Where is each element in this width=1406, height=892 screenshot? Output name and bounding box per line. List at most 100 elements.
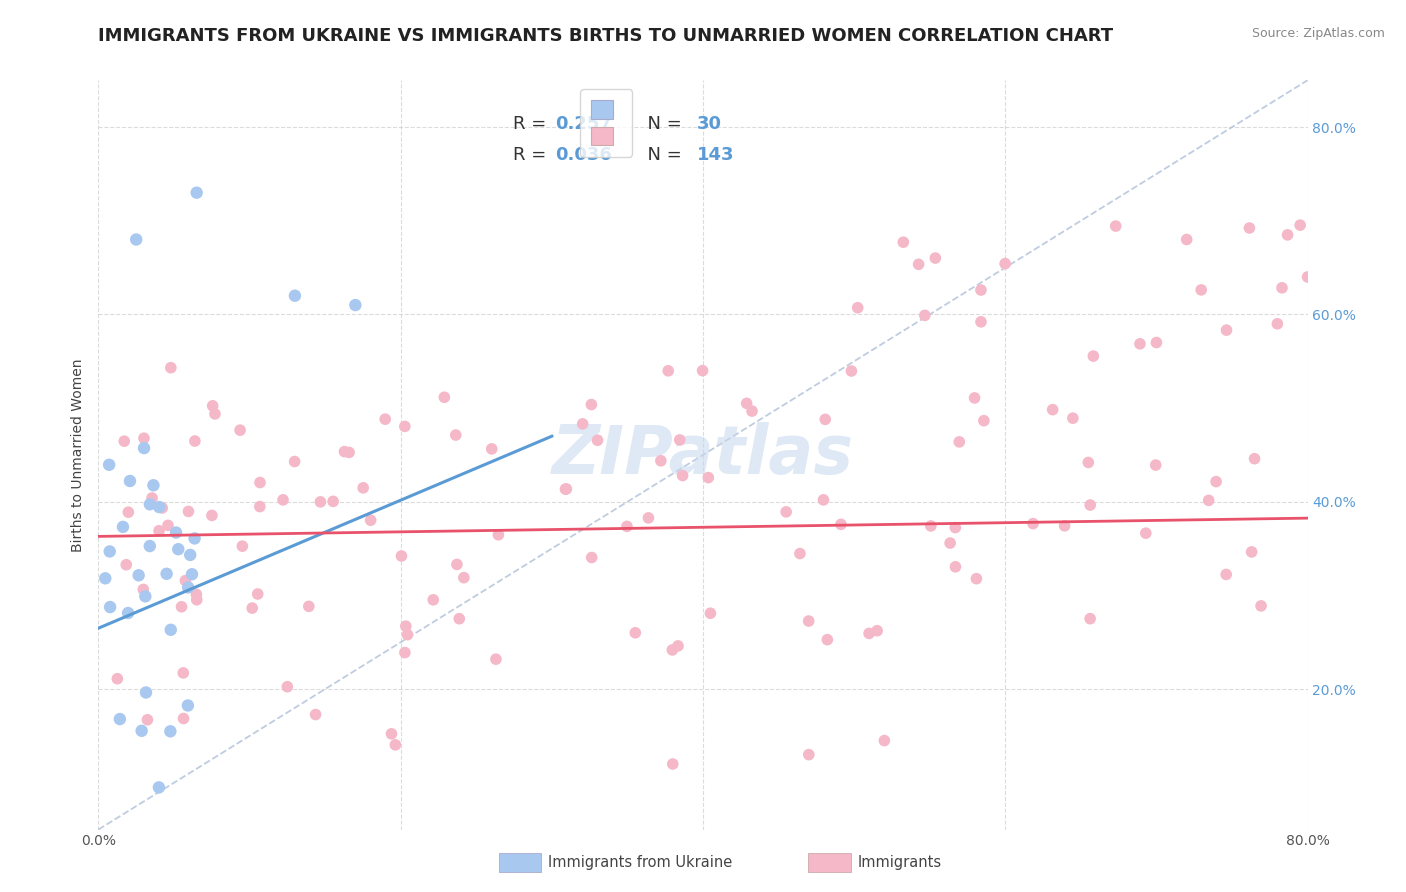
- Text: Source: ZipAtlas.com: Source: ZipAtlas.com: [1251, 27, 1385, 40]
- Point: [1083, 349, 1105, 363]
- Point: [177, 504, 200, 518]
- Point: [1129, 336, 1152, 351]
- Point: [1062, 411, 1084, 425]
- Point: [841, 364, 863, 378]
- Point: [697, 470, 720, 484]
- Point: [380, 727, 402, 741]
- Point: [374, 412, 396, 426]
- Point: [943, 520, 966, 534]
- Point: [184, 434, 207, 448]
- Point: [396, 628, 419, 642]
- Text: R =: R =: [513, 115, 553, 133]
- Point: [112, 434, 135, 449]
- Point: [907, 257, 929, 271]
- Point: [108, 712, 131, 726]
- Point: [170, 599, 193, 614]
- Point: [1175, 232, 1198, 246]
- Point: [1310, 450, 1333, 465]
- Point: [637, 511, 659, 525]
- Point: [276, 680, 298, 694]
- Point: [666, 639, 689, 653]
- Point: [142, 478, 165, 492]
- Point: [98, 544, 121, 558]
- Point: [298, 599, 321, 614]
- Point: [433, 390, 456, 404]
- Point: [159, 623, 181, 637]
- Point: [204, 407, 226, 421]
- Point: [1042, 402, 1064, 417]
- Point: [453, 571, 475, 585]
- Point: [360, 513, 382, 527]
- Point: [924, 251, 946, 265]
- Point: [1303, 628, 1326, 642]
- Point: [1239, 221, 1261, 235]
- Point: [650, 454, 672, 468]
- Point: [914, 309, 936, 323]
- Point: [134, 590, 156, 604]
- Point: [814, 412, 837, 426]
- Point: [229, 423, 252, 437]
- Text: N =: N =: [637, 115, 688, 133]
- Point: [846, 301, 869, 315]
- Text: N =: N =: [637, 146, 688, 164]
- Point: [449, 612, 471, 626]
- Point: [309, 495, 332, 509]
- Point: [98, 458, 121, 472]
- Point: [699, 606, 721, 620]
- Point: [249, 475, 271, 490]
- Text: ZIPatlas: ZIPatlas: [553, 422, 853, 488]
- Point: [422, 592, 444, 607]
- Point: [165, 525, 187, 540]
- Point: [131, 723, 153, 738]
- Point: [948, 434, 970, 449]
- Point: [830, 517, 852, 532]
- Point: [172, 665, 194, 680]
- Point: [555, 482, 578, 496]
- Point: [1243, 451, 1265, 466]
- Point: [586, 434, 609, 448]
- Point: [155, 566, 177, 581]
- Point: [939, 536, 962, 550]
- Point: [789, 547, 811, 561]
- Point: [797, 614, 820, 628]
- Point: [1077, 455, 1099, 469]
- Point: [125, 232, 148, 246]
- Point: [616, 519, 638, 533]
- Point: [1144, 458, 1167, 472]
- Point: [668, 433, 690, 447]
- Point: [994, 257, 1017, 271]
- Point: [1277, 227, 1299, 242]
- Point: [485, 652, 508, 666]
- Point: [118, 474, 141, 488]
- Point: [98, 600, 121, 615]
- Point: [775, 505, 797, 519]
- Point: [186, 186, 208, 200]
- Point: [201, 399, 224, 413]
- Point: [1289, 218, 1312, 232]
- Point: [148, 524, 170, 538]
- Point: [661, 643, 683, 657]
- Point: [444, 428, 467, 442]
- Point: [920, 519, 942, 533]
- Point: [139, 497, 162, 511]
- Point: [1135, 526, 1157, 541]
- Point: [117, 606, 139, 620]
- Point: [1267, 317, 1289, 331]
- Point: [159, 360, 181, 375]
- Point: [304, 707, 326, 722]
- Point: [1053, 518, 1076, 533]
- Point: [581, 398, 603, 412]
- Point: [1215, 567, 1237, 582]
- Point: [132, 441, 155, 455]
- Point: [240, 601, 263, 615]
- Point: [624, 625, 647, 640]
- Point: [446, 558, 468, 572]
- Point: [135, 685, 157, 699]
- Text: IMMIGRANTS FROM UKRAINE VS IMMIGRANTS BIRTHS TO UNMARRIED WOMEN CORRELATION CHAR: IMMIGRANTS FROM UKRAINE VS IMMIGRANTS BI…: [98, 27, 1114, 45]
- Text: 0.257: 0.257: [555, 115, 613, 133]
- Point: [1078, 612, 1101, 626]
- Point: [481, 442, 503, 456]
- Point: [284, 289, 307, 303]
- Point: [661, 756, 683, 771]
- Point: [1310, 326, 1333, 340]
